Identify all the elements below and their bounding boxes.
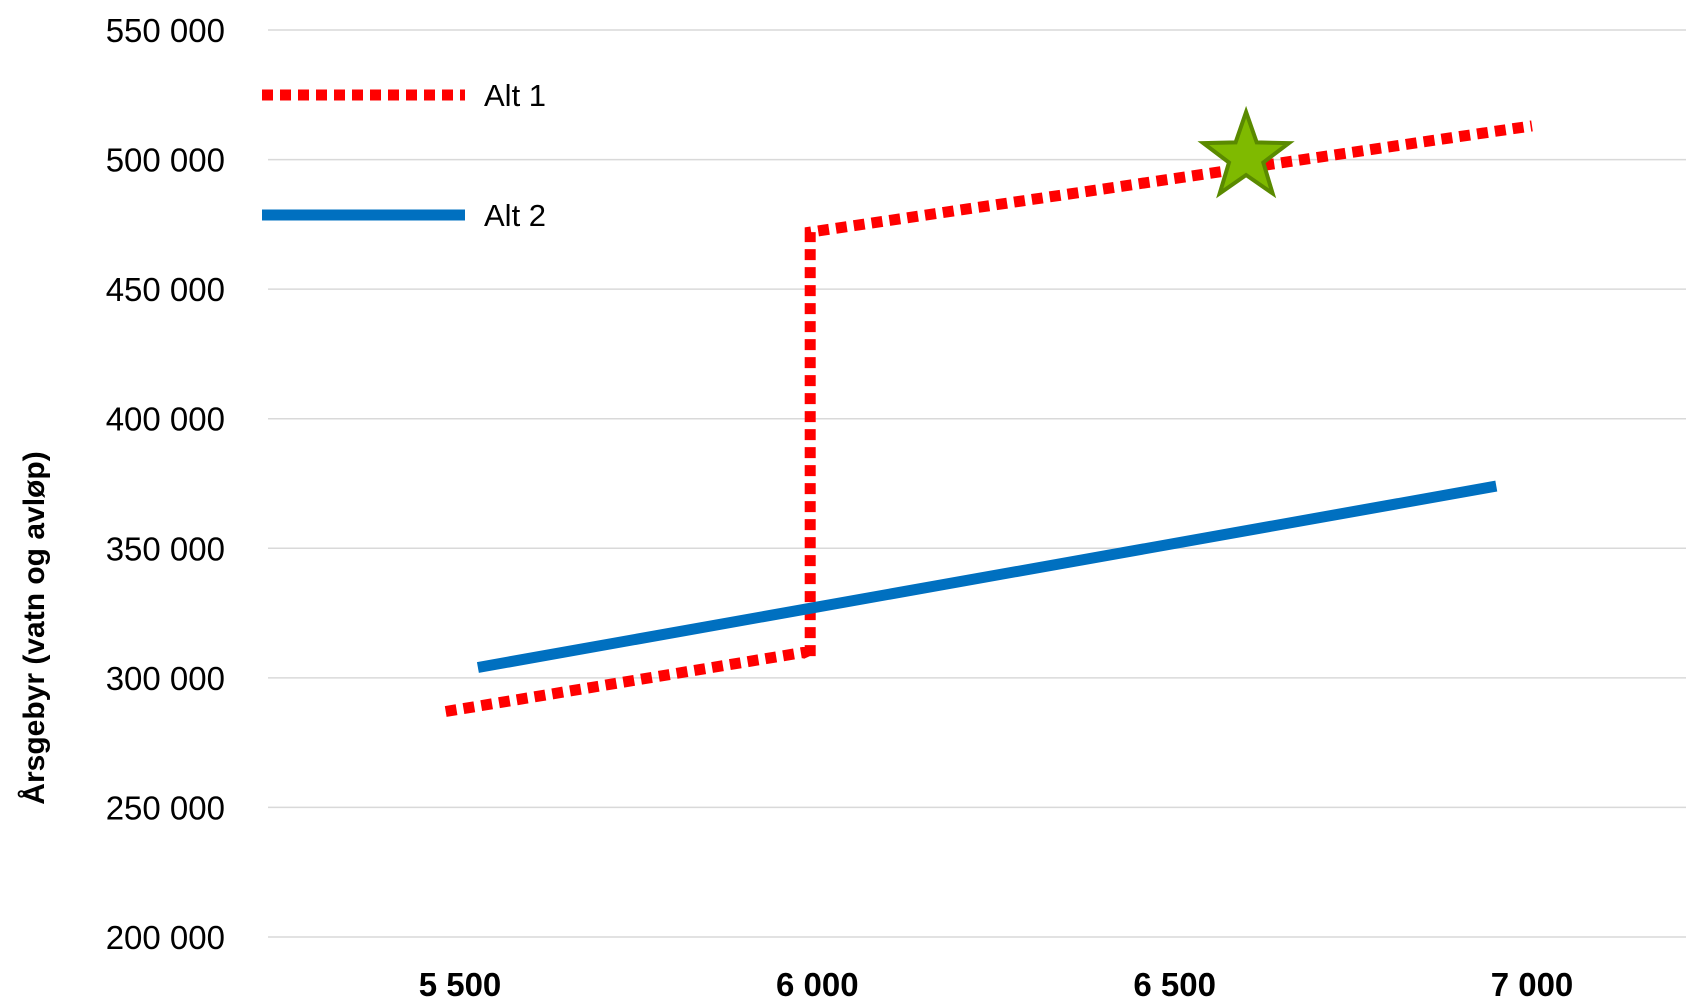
- y-tick-label: 200 000: [106, 919, 225, 956]
- legend-label: Alt 1: [484, 78, 546, 113]
- y-tick-label: 500 000: [106, 142, 225, 179]
- legend-label: Alt 2: [484, 198, 546, 233]
- y-tick-label: 350 000: [106, 530, 225, 567]
- series-line-alt-2: [476, 480, 1498, 673]
- y-tick-label: 300 000: [106, 660, 225, 697]
- x-tick-label: 5 500: [419, 966, 502, 1001]
- x-tick-label: 6 500: [1133, 966, 1216, 1001]
- y-tick-label: 550 000: [106, 12, 225, 49]
- series-line-alt-1: [444, 120, 1533, 717]
- y-tick-label: 450 000: [106, 271, 225, 308]
- series-lines: [444, 120, 1533, 717]
- y-axis-label: Årsgebyr (vatn og avløp): [18, 451, 51, 804]
- y-axis-ticks: 200 000 250 000 300 000 350 000 400 000 450 0…: [106, 12, 225, 956]
- x-axis-ticks: 5 500 6 000 6 500 7 000: [419, 966, 1574, 1003]
- markers: [1197, 105, 1295, 199]
- legend: Alt 1 Alt 2: [262, 78, 546, 233]
- x-tick-label: 6 000: [776, 966, 859, 1001]
- gridlines: [268, 29, 1686, 938]
- star-marker: [1197, 105, 1295, 199]
- y-tick-label: 400 000: [106, 401, 225, 438]
- x-tick-label: 7 000: [1491, 966, 1574, 1001]
- y-tick-label: 250 000: [106, 789, 225, 826]
